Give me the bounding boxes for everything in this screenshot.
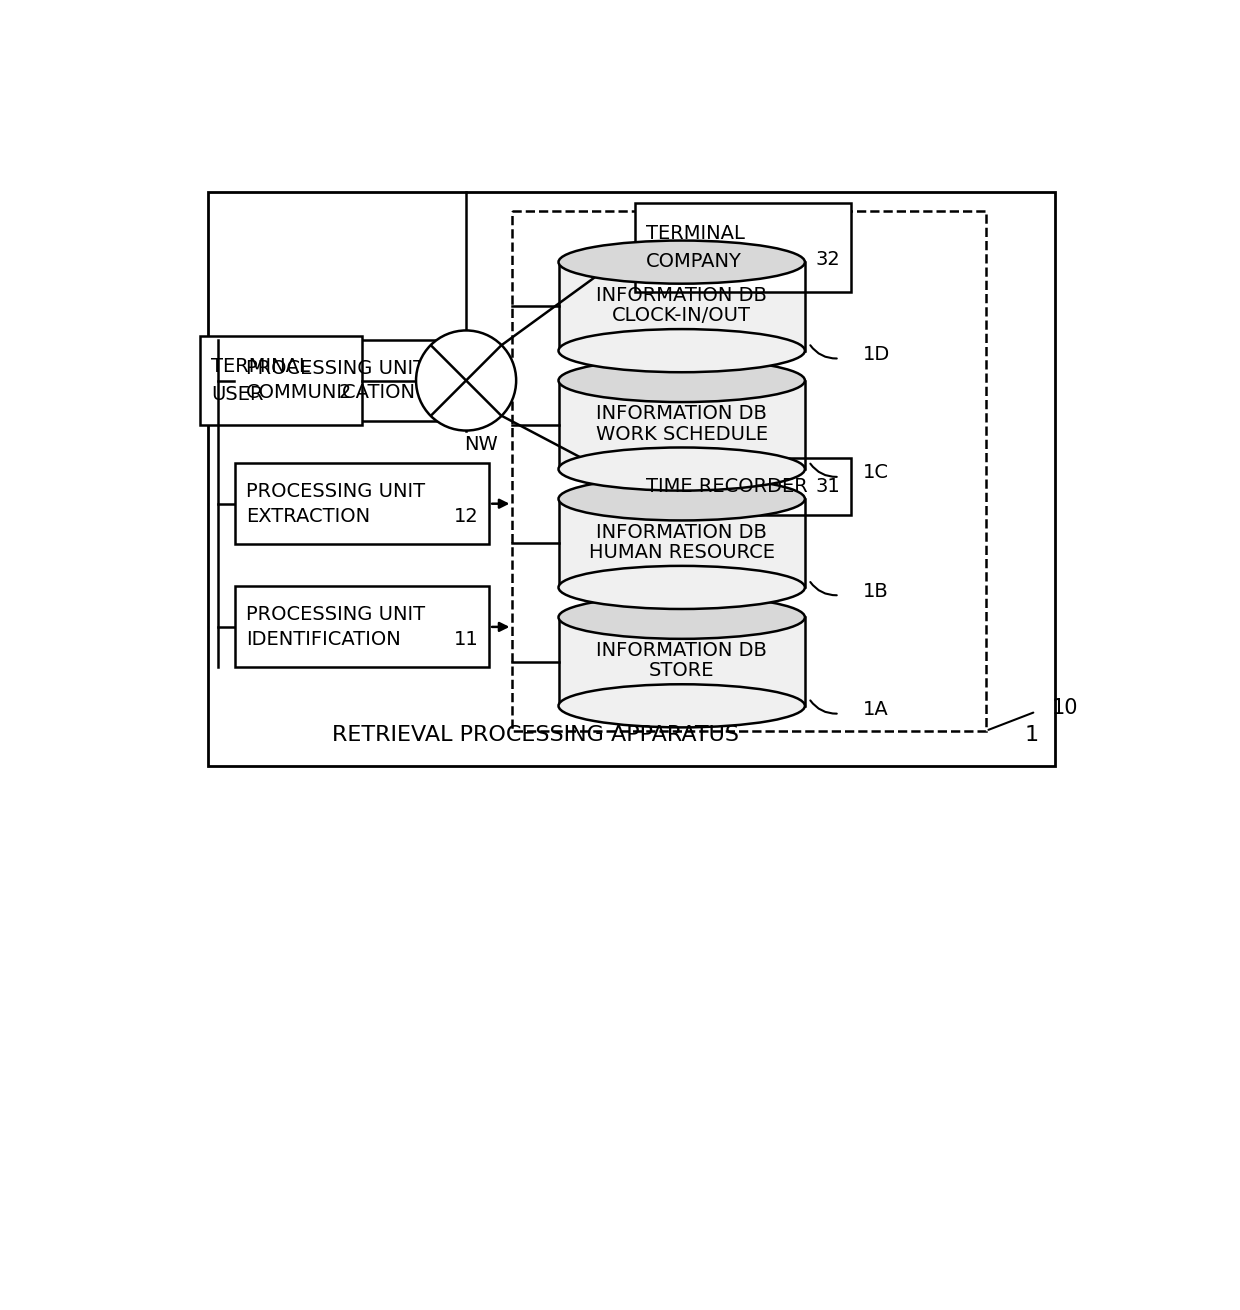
Ellipse shape: [558, 566, 805, 609]
Text: USER: USER: [211, 385, 264, 403]
Polygon shape: [558, 262, 805, 351]
FancyBboxPatch shape: [512, 211, 986, 731]
Text: EXTRACTION: EXTRACTION: [246, 507, 370, 525]
FancyBboxPatch shape: [635, 457, 851, 515]
Text: COMPANY: COMPANY: [646, 252, 743, 271]
Text: STORE: STORE: [649, 662, 714, 680]
Text: 12: 12: [454, 507, 479, 525]
Text: 1C: 1C: [863, 464, 889, 482]
Text: RETRIEVAL PROCESSING APPARATUS: RETRIEVAL PROCESSING APPARATUS: [332, 724, 739, 744]
Text: PROCESSING UNIT: PROCESSING UNIT: [246, 359, 425, 377]
Ellipse shape: [558, 359, 805, 402]
Ellipse shape: [558, 329, 805, 372]
Text: PROCESSING UNIT: PROCESSING UNIT: [246, 605, 425, 624]
Text: WORK SCHEDULE: WORK SCHEDULE: [595, 424, 768, 444]
Text: 32: 32: [816, 250, 841, 270]
Text: INFORMATION DB: INFORMATION DB: [596, 523, 768, 542]
Polygon shape: [558, 380, 805, 469]
Text: TIME RECORDER: TIME RECORDER: [646, 477, 808, 496]
Ellipse shape: [558, 477, 805, 520]
Ellipse shape: [558, 684, 805, 727]
FancyBboxPatch shape: [201, 337, 362, 424]
Text: COMMUNICATION: COMMUNICATION: [246, 384, 415, 402]
Text: NW: NW: [465, 435, 498, 453]
FancyBboxPatch shape: [635, 203, 851, 292]
Text: CLOCK-IN/OUT: CLOCK-IN/OUT: [613, 307, 751, 325]
Text: 31: 31: [816, 477, 841, 496]
FancyBboxPatch shape: [236, 464, 490, 544]
Ellipse shape: [417, 330, 516, 431]
FancyBboxPatch shape: [236, 587, 490, 667]
Text: IDENTIFICATION: IDENTIFICATION: [246, 630, 401, 648]
Text: TERMINAL: TERMINAL: [646, 224, 745, 244]
Text: HUMAN RESOURCE: HUMAN RESOURCE: [589, 542, 775, 562]
FancyBboxPatch shape: [236, 341, 490, 421]
Text: 1D: 1D: [863, 345, 890, 364]
Text: 1: 1: [1025, 724, 1039, 744]
Text: 13: 13: [454, 384, 479, 402]
Text: INFORMATION DB: INFORMATION DB: [596, 642, 768, 660]
Text: 1B: 1B: [863, 582, 888, 601]
Text: INFORMATION DB: INFORMATION DB: [596, 286, 768, 305]
Text: 11: 11: [454, 630, 479, 648]
Text: 1A: 1A: [863, 700, 888, 719]
Text: TERMINAL: TERMINAL: [211, 358, 310, 376]
Ellipse shape: [558, 241, 805, 284]
Text: PROCESSING UNIT: PROCESSING UNIT: [246, 482, 425, 500]
Polygon shape: [558, 499, 805, 587]
Polygon shape: [558, 617, 805, 706]
Ellipse shape: [558, 448, 805, 491]
Text: 2: 2: [339, 384, 351, 402]
Ellipse shape: [558, 596, 805, 639]
Text: INFORMATION DB: INFORMATION DB: [596, 405, 768, 423]
Text: 10: 10: [1052, 698, 1078, 718]
FancyBboxPatch shape: [208, 191, 1055, 765]
